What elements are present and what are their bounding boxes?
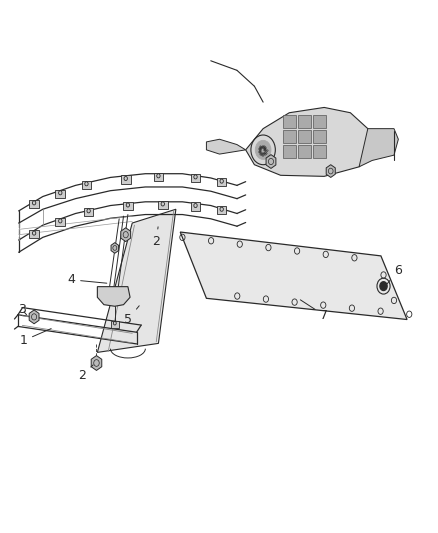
Bar: [158, 201, 167, 209]
Bar: [313, 145, 325, 158]
Bar: [84, 208, 93, 216]
Bar: [313, 130, 325, 143]
Polygon shape: [265, 155, 275, 168]
Bar: [297, 145, 311, 158]
Circle shape: [379, 282, 386, 290]
Bar: [153, 173, 163, 181]
Text: 4: 4: [67, 273, 106, 286]
Bar: [81, 181, 91, 189]
Bar: [123, 202, 132, 210]
Text: 7: 7: [300, 300, 328, 322]
Bar: [297, 115, 311, 128]
Bar: [29, 230, 39, 238]
Bar: [190, 203, 200, 211]
Bar: [313, 115, 325, 128]
Polygon shape: [358, 128, 397, 167]
Polygon shape: [97, 287, 130, 306]
Bar: [190, 174, 200, 182]
Bar: [55, 218, 65, 226]
Circle shape: [254, 140, 270, 159]
Text: 6: 6: [386, 264, 401, 284]
Text: 3: 3: [18, 303, 27, 317]
Polygon shape: [120, 228, 131, 241]
Bar: [282, 115, 295, 128]
Polygon shape: [91, 356, 102, 370]
Polygon shape: [29, 310, 39, 324]
Polygon shape: [180, 232, 406, 319]
Polygon shape: [325, 165, 335, 177]
Bar: [55, 190, 65, 198]
Bar: [282, 130, 295, 143]
Bar: [111, 321, 118, 328]
Bar: [297, 130, 311, 143]
Polygon shape: [111, 243, 118, 253]
Bar: [216, 206, 226, 214]
Text: 1: 1: [19, 328, 51, 347]
Text: 2: 2: [78, 365, 93, 382]
Bar: [29, 200, 39, 208]
Bar: [282, 145, 295, 158]
Bar: [216, 178, 226, 187]
Text: 2: 2: [152, 227, 160, 247]
Polygon shape: [97, 209, 176, 352]
Polygon shape: [206, 139, 245, 154]
Bar: [120, 175, 130, 184]
Polygon shape: [245, 108, 371, 176]
Text: 5: 5: [124, 306, 139, 326]
